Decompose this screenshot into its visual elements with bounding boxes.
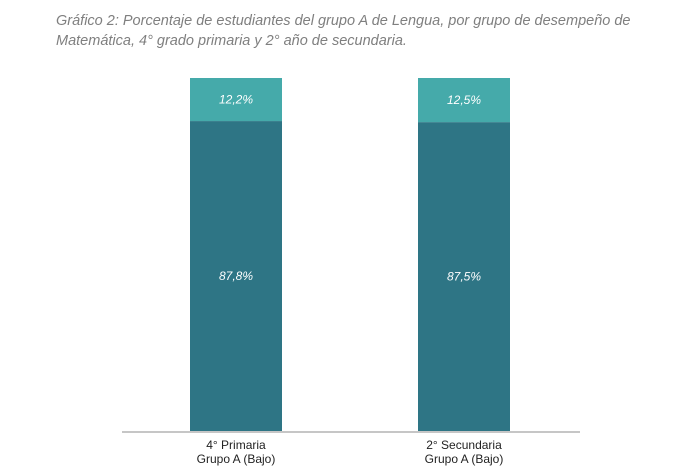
category-label-2-line-2: Grupo A (Bajo): [425, 452, 504, 466]
bar-segment-2-2: [418, 78, 510, 123]
category-label-2-line-1: 2° Secundaria: [426, 438, 502, 452]
chart-title: Gráfico 2: Porcentaje de estudiantes del…: [56, 13, 631, 49]
category-label-1-line-2: Grupo A (Bajo): [197, 452, 276, 466]
data-label-1-1: 87,8%: [219, 269, 253, 283]
bar-segment-1-2: [190, 78, 282, 122]
data-label-2-1: 87,5%: [447, 270, 481, 284]
category-label-1-line-1: 4° Primaria: [206, 438, 266, 452]
data-label-1-2: 12,2%: [219, 93, 253, 107]
data-label-2-2: 12,5%: [447, 93, 481, 107]
bar-segment-1-1: [190, 121, 282, 431]
bar-segment-2-1: [418, 122, 510, 431]
